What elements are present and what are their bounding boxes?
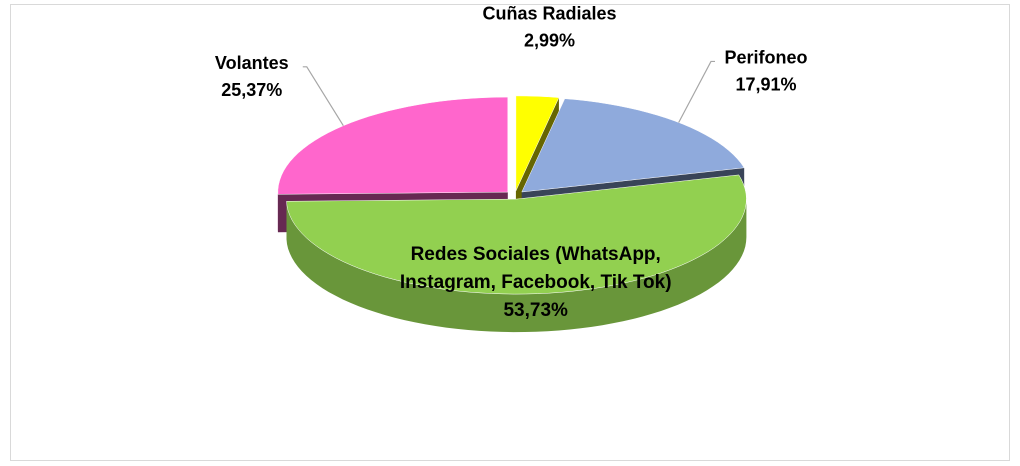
slice-label: Redes Sociales (WhatsApp, Instagram, Fac…	[371, 241, 701, 325]
category-label: Volantes	[215, 53, 289, 73]
value-label: 2,99%	[524, 30, 575, 50]
category-label: Redes Sociales (WhatsApp, Instagram, Fac…	[399, 243, 672, 293]
category-label: Cuñas Radiales	[482, 3, 616, 23]
value-label: 25,37%	[221, 80, 282, 100]
value-label: 17,91%	[735, 74, 796, 94]
slice	[521, 98, 745, 193]
value-label: 53,73%	[503, 299, 568, 321]
slice	[515, 95, 560, 192]
category-label: Perifoneo	[724, 47, 807, 67]
leader-line	[678, 60, 715, 123]
slice	[286, 174, 747, 295]
leader-line	[302, 66, 344, 127]
slice-wall	[286, 199, 747, 333]
